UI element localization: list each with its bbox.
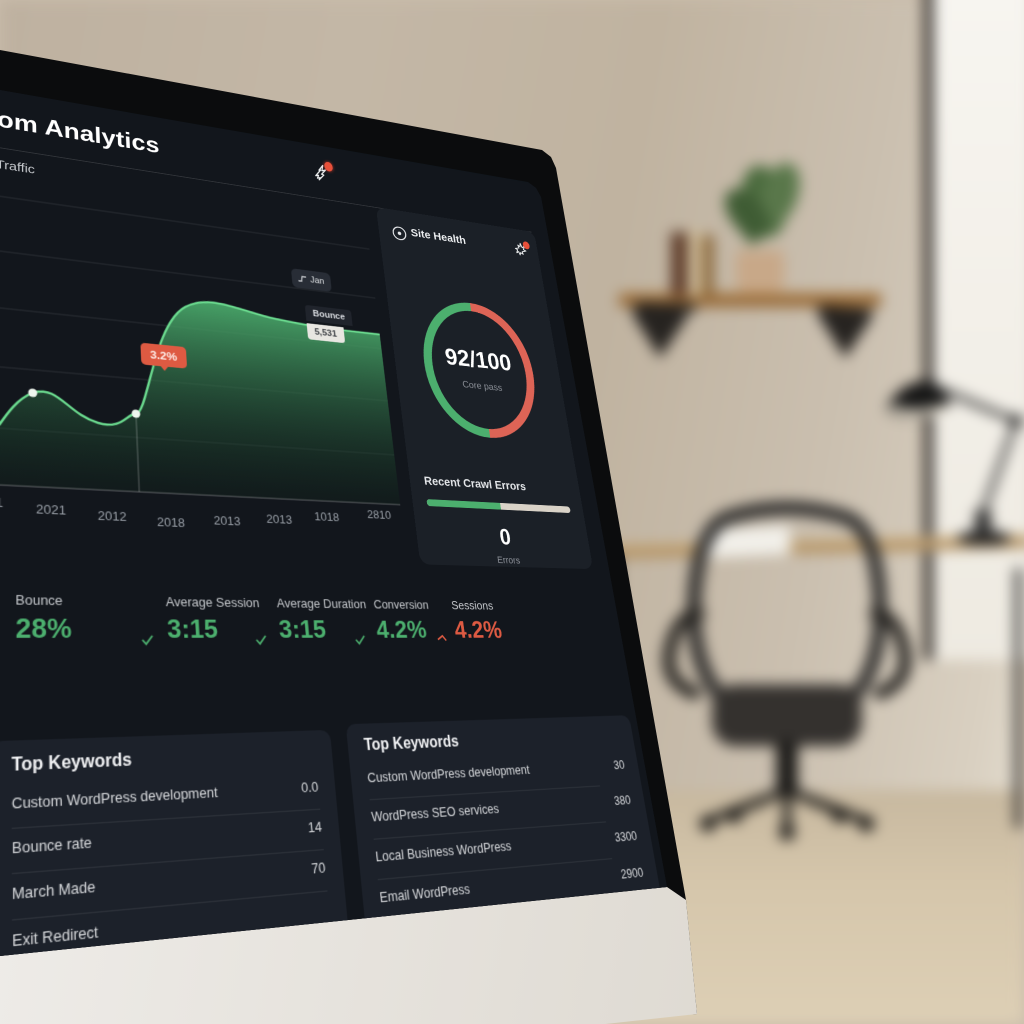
- svg-text:2013: 2013: [213, 515, 241, 529]
- svg-text:2018: 2018: [157, 516, 185, 530]
- svg-text:2810: 2810: [367, 509, 392, 522]
- svg-text:1018: 1018: [314, 511, 340, 525]
- svg-text:2021: 2021: [36, 503, 66, 518]
- svg-text:2021: 2021: [0, 495, 3, 510]
- svg-text:2012: 2012: [98, 510, 127, 525]
- svg-text:2013: 2013: [266, 513, 293, 527]
